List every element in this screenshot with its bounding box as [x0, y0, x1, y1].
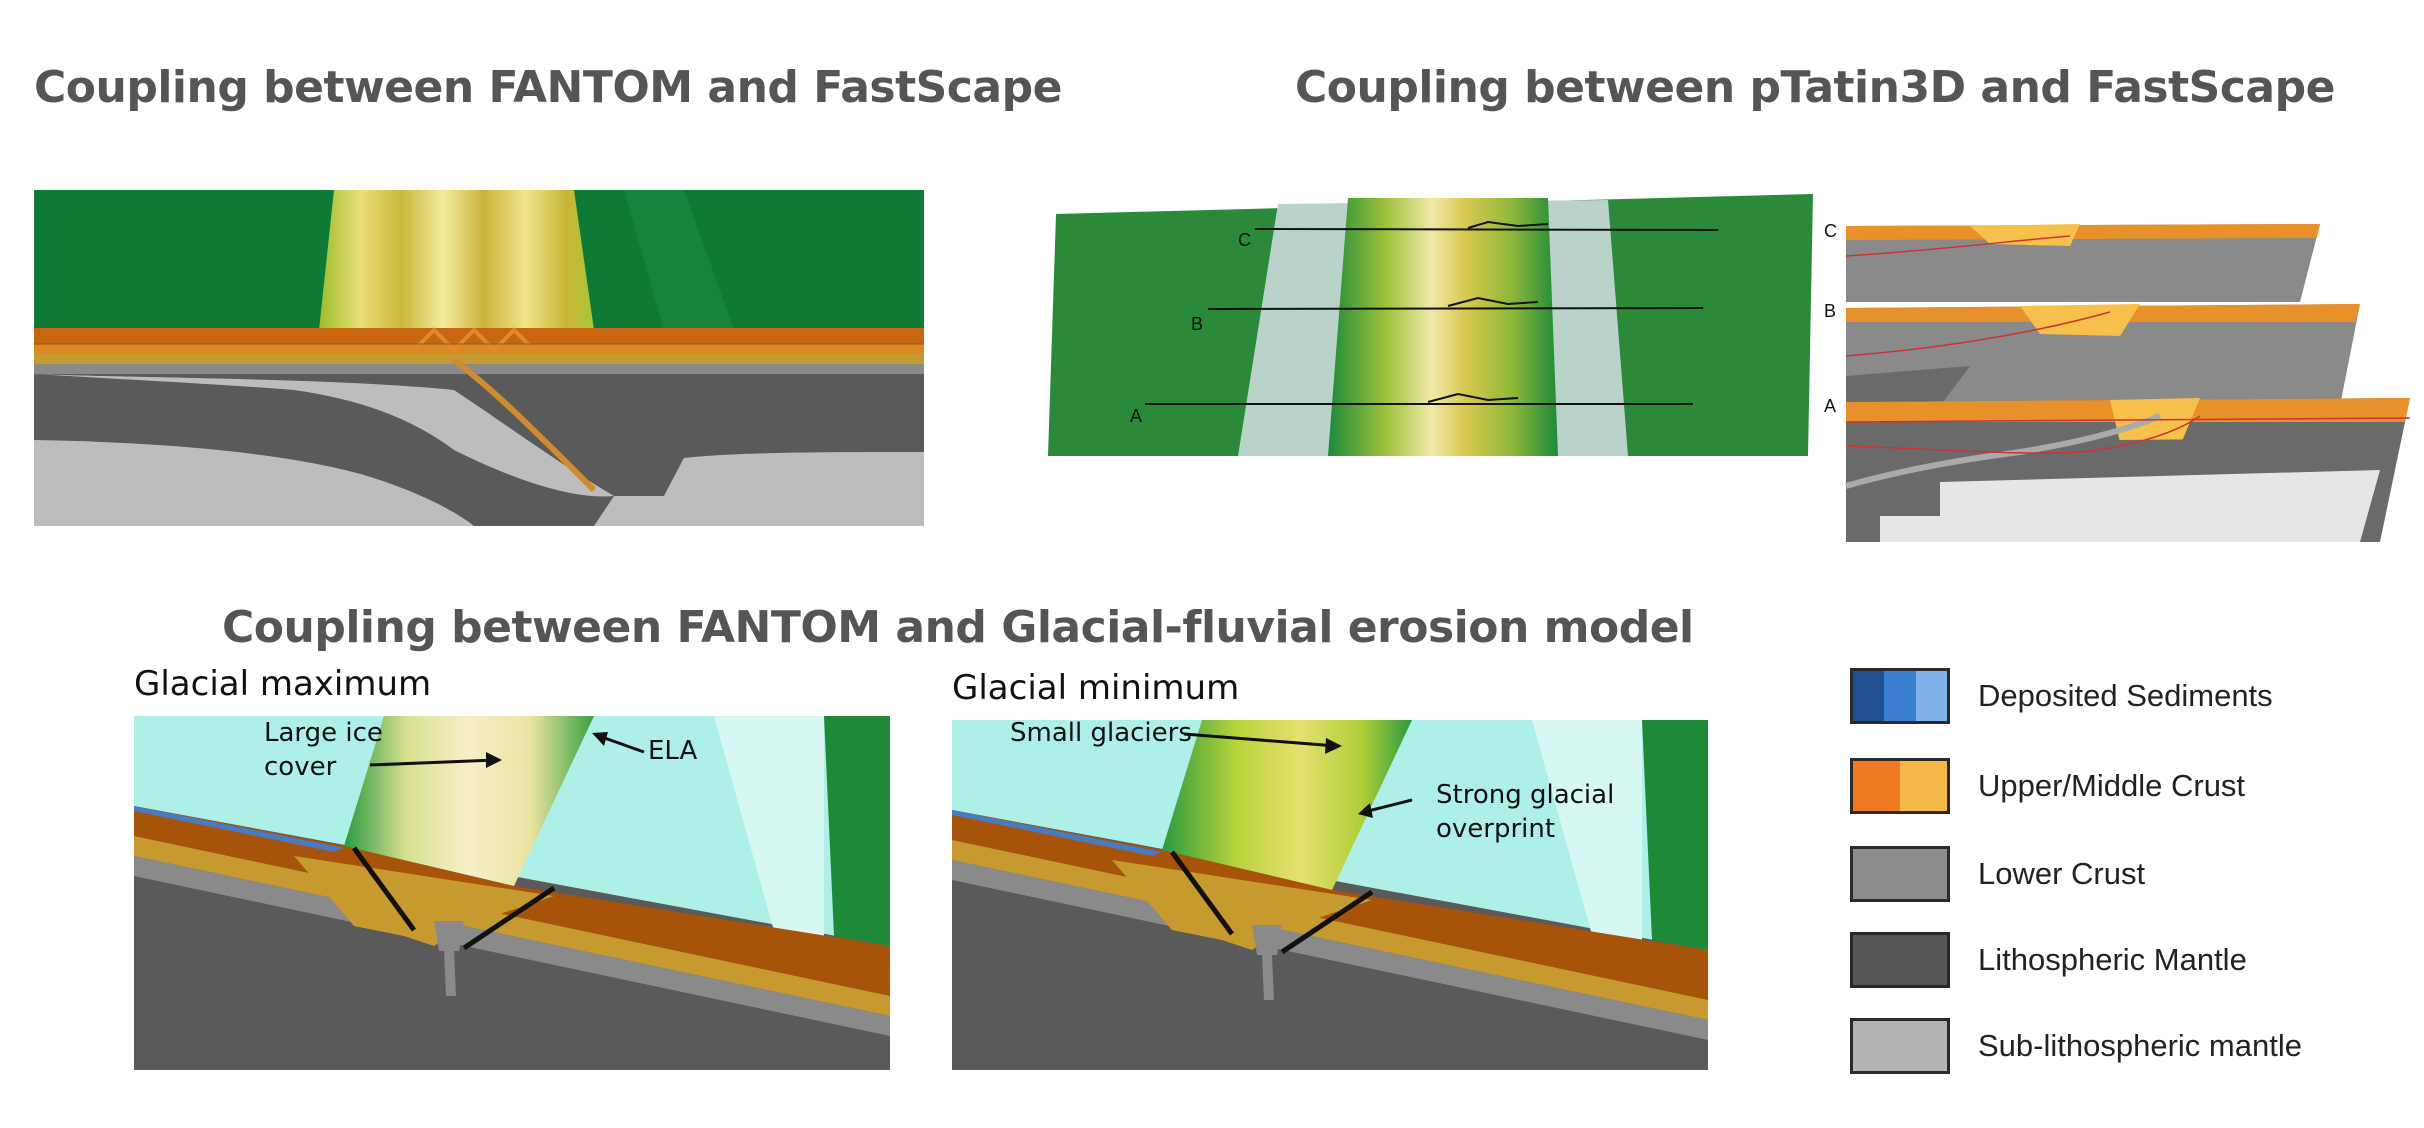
glacial-min-overprint-line1: Strong glacial [1436, 780, 1615, 810]
ptatin-sections-render [1845, 224, 2411, 542]
legend-label-lower-crust: Lower Crust [1978, 856, 2146, 891]
legend-label-sediments: Deposited Sediments [1978, 678, 2273, 713]
legend-item-upper-crust: Upper/Middle Crust [1850, 758, 2390, 818]
section-label-c: C [1824, 221, 1837, 241]
glacial-min-glaciers-label: Small glaciers [1010, 718, 1192, 748]
map-label-b: B [1191, 314, 1204, 334]
glacial-max-ice-line1: Large ice [264, 718, 383, 748]
glacial-max-render [134, 716, 890, 1070]
glacial-min-overprint-line2: overprint [1436, 814, 1556, 844]
legend-label-sub-lithospheric-mantle: Sub-lithospheric mantle [1978, 1028, 2302, 1063]
glacial-max-title: Glacial maximum [134, 664, 432, 704]
ptatin-cross-sections: C B A [1820, 216, 2420, 546]
legend-swatch-lithospheric-mantle [1850, 932, 1950, 988]
legend-swatch-sediments [1850, 668, 1950, 724]
ptatin-map-view: C B A [1048, 194, 1818, 459]
glacial-min-title: Glacial minimum [952, 668, 1240, 708]
map-label-c: C [1238, 230, 1251, 250]
glacial-max-ice-line2: cover [264, 752, 337, 782]
section-label-b: B [1824, 301, 1837, 321]
fantom-fastscape-model [34, 190, 924, 526]
map-label-a: A [1130, 406, 1143, 426]
glacial-max-ela-label: ELA [648, 736, 698, 766]
title-ptatin-fastscape: Coupling between pTatin3D and FastScape [1295, 62, 2335, 113]
glacial-min-model: Small glaciers Strong glacial overprint [952, 718, 1708, 1070]
legend-swatch-lower-crust [1850, 846, 1950, 902]
legend-item-sediments: Deposited Sediments [1850, 668, 2390, 728]
glacial-min-render [952, 720, 1708, 1070]
fantom-fastscape-render [34, 190, 924, 526]
legend-item-sub-lithospheric-mantle: Sub-lithospheric mantle [1850, 1018, 2390, 1078]
glacial-max-model: Large ice cover ELA [134, 716, 890, 1070]
title-fantom-glacial: Coupling between FANTOM and Glacial-fluv… [222, 602, 1694, 653]
legend-swatch-sub-lithospheric-mantle [1850, 1018, 1950, 1074]
legend-label-upper-crust: Upper/Middle Crust [1978, 768, 2246, 803]
section-label-a: A [1824, 396, 1837, 416]
ptatin-map-render [1048, 194, 1813, 456]
title-fantom-fastscape: Coupling between FANTOM and FastScape [34, 62, 1062, 113]
legend-item-lithospheric-mantle: Lithospheric Mantle [1850, 932, 2390, 992]
legend-label-lithospheric-mantle: Lithospheric Mantle [1978, 942, 2247, 977]
legend-swatch-upper-crust [1850, 758, 1950, 814]
legend-item-lower-crust: Lower Crust [1850, 846, 2390, 906]
